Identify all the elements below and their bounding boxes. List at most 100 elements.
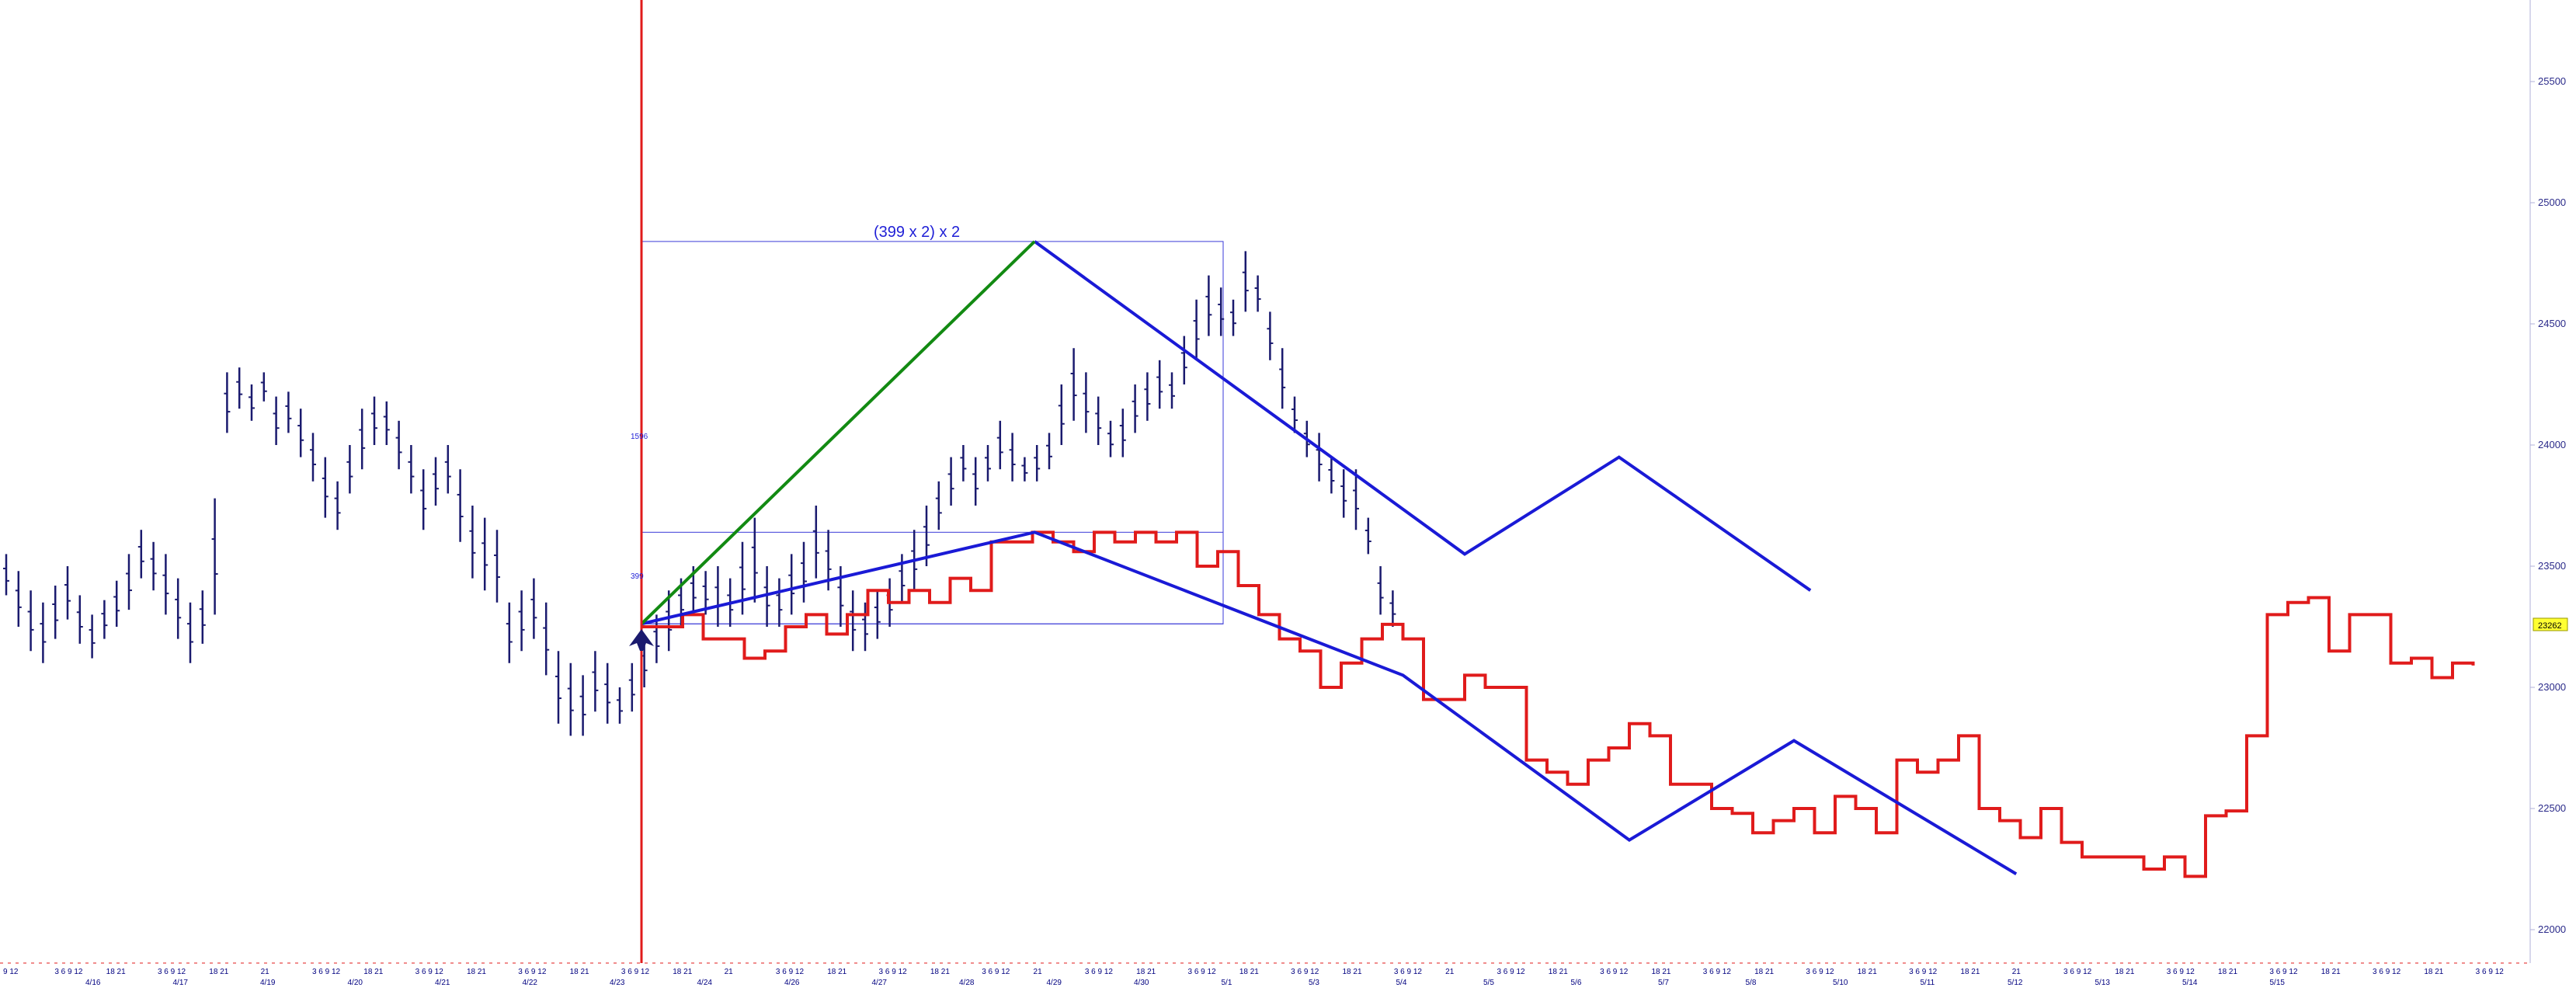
price-bar [543, 602, 550, 676]
y-tick-label: 22500 [2538, 802, 2566, 814]
price-bar [530, 578, 537, 639]
x-date-label: 4/28 [959, 979, 975, 987]
price-bar [1242, 251, 1249, 312]
price-bar [1205, 275, 1212, 336]
x-hour-label: 18 21 [2424, 968, 2443, 976]
price-bar [494, 530, 500, 603]
price-bar [1095, 396, 1102, 445]
y-tick-label: 25500 [2538, 75, 2566, 87]
price-bar [1132, 384, 1139, 433]
x-date-label: 4/22 [523, 979, 538, 987]
price-bar [1107, 420, 1114, 457]
x-hour-label: 3 6 9 12 [2373, 968, 2401, 976]
price-bar [1291, 396, 1298, 433]
x-hour-label: 18 21 [2115, 968, 2134, 976]
price-bar [273, 396, 280, 445]
price-bar [89, 614, 96, 659]
range-label-large: 1596 [631, 433, 648, 441]
x-hour-label: 3 6 9 12 [1085, 968, 1114, 976]
x-hour-label: 18 21 [363, 968, 383, 976]
price-bar [199, 590, 206, 644]
price-bar [1144, 372, 1151, 421]
x-hour-label: 3 6 9 12 [518, 968, 547, 976]
x-date-label: 4/24 [697, 979, 713, 987]
x-date-label: 5/5 [1483, 979, 1494, 987]
x-hour-label: 3 6 9 12 [1703, 968, 1732, 976]
price-bar [444, 445, 451, 494]
x-hour-label: 18 21 [2218, 968, 2237, 976]
x-hour-label: 18 21 [1651, 968, 1670, 976]
price-bar [40, 602, 47, 663]
price-bar [653, 614, 660, 663]
x-date-label: 5/1 [1222, 979, 1232, 987]
x-hour-label: 3 6 9 12 [1909, 968, 1938, 976]
price-bar [395, 420, 402, 470]
price-bar [960, 445, 967, 482]
x-date-label: 4/16 [85, 979, 101, 987]
price-bar [751, 517, 758, 603]
price-bar [985, 445, 991, 482]
price-bar [604, 662, 611, 724]
blue-trend-lines [641, 240, 2018, 875]
price-bar [1119, 409, 1126, 457]
x-hour-label: 3 6 9 12 [54, 968, 83, 976]
x-date-label: 5/6 [1571, 979, 1582, 987]
x-hour-label: 3 6 9 12 [2476, 968, 2505, 976]
price-bar [972, 457, 979, 506]
x-hour-label: 3 6 9 12 [2167, 968, 2195, 976]
x-hour-label: 3 6 9 12 [1394, 968, 1423, 976]
price-bar [1328, 457, 1335, 494]
price-bar [1218, 287, 1225, 336]
price-bar [1267, 311, 1274, 360]
price-bar [1046, 433, 1052, 470]
x-hour-label: 18 21 [1136, 968, 1156, 976]
x-date-label: 5/12 [2008, 979, 2023, 987]
price-bar [579, 675, 586, 736]
x-axis-ticks: 9 12 3 6 9 12 18 21 3 6 9 12 18 21 21 3 6 9 12… [3, 968, 2504, 987]
price-bar [310, 433, 316, 482]
price-bar [113, 580, 120, 627]
x-hour-label: 3 6 9 12 [1291, 968, 1319, 976]
x-hour-label: 18 21 [1342, 968, 1361, 976]
price-bar [249, 384, 255, 421]
price-bar [788, 554, 795, 615]
price-bar [297, 409, 304, 457]
price-bar [150, 541, 157, 591]
price-bar [1070, 348, 1077, 421]
price-bar [371, 396, 377, 445]
price-bar [334, 481, 341, 530]
price-bar [1193, 299, 1200, 360]
x-date-label: 5/11 [1921, 979, 1935, 987]
price-bar [862, 602, 868, 652]
x-hour-label: 18 21 [2321, 968, 2341, 976]
x-hour-label: 3 6 9 12 [1806, 968, 1834, 976]
price-bar [481, 517, 488, 591]
price-bar [628, 662, 635, 712]
y-tick-label: 25000 [2538, 196, 2566, 208]
price-bar [359, 409, 366, 470]
x-hour-label: 3 6 9 12 [312, 968, 341, 976]
price-bar [187, 602, 193, 663]
x-date-label: 5/13 [2095, 979, 2111, 987]
price-bar [15, 571, 22, 627]
price-bar [1230, 299, 1236, 336]
x-hour-label: 21 [261, 968, 270, 976]
x-hour-label: 9 12 [3, 968, 19, 976]
range-boxes [641, 241, 1224, 624]
price-bar [506, 602, 513, 663]
price-bar [27, 590, 34, 652]
x-date-label: 4/23 [610, 979, 625, 987]
x-hour-label: 3 6 9 12 [1188, 968, 1217, 976]
x-date-label: 5/15 [2270, 979, 2286, 987]
x-hour-label: 18 21 [1239, 968, 1259, 976]
price-bar [739, 541, 746, 615]
x-hour-label: 18 21 [209, 968, 228, 976]
x-date-label: 4/27 [872, 979, 888, 987]
current-price-tag: 23262 [2533, 617, 2568, 631]
price-bar [567, 662, 574, 736]
price-bar [1389, 590, 1396, 627]
price-bar [1180, 336, 1187, 384]
price-bar [101, 600, 108, 639]
price-bar [1353, 469, 1359, 530]
